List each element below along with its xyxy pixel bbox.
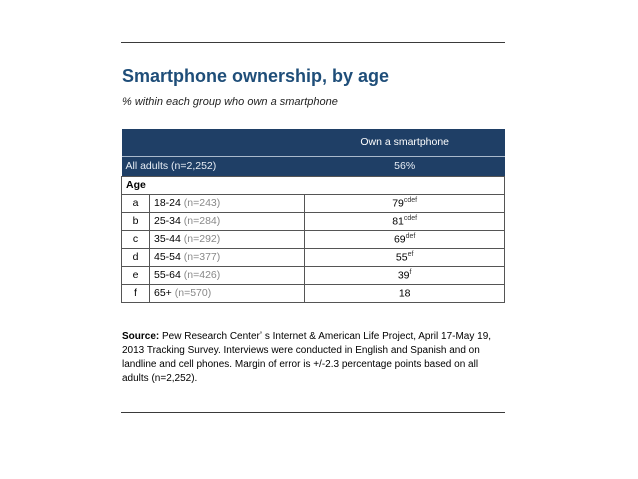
significance-marker: cdef (403, 214, 418, 222)
age-range-label: 65+ (154, 287, 172, 299)
sample-size: (n=243) (183, 197, 221, 209)
row-letter: a (121, 193, 150, 213)
row-value: 79cdef (304, 193, 505, 213)
row-value: 81cdef (304, 211, 505, 231)
percent-value: 81 (392, 215, 404, 228)
row-letter: b (121, 211, 150, 231)
row-age-range: 25-34 (n=284) (148, 211, 306, 231)
percent-value: 79 (392, 197, 404, 210)
age-range-label: 25-34 (154, 215, 181, 227)
bottom-rule (121, 412, 505, 413)
row-age-range: 65+ (n=570) (148, 283, 306, 303)
row-value: 69def (304, 229, 505, 249)
sample-size: (n=570) (174, 287, 212, 299)
percent-value: 18 (398, 287, 411, 300)
age-range-label: 55-64 (154, 269, 181, 281)
percent-value: 69 (393, 233, 406, 246)
age-range-label: 18-24 (154, 197, 181, 209)
significance-marker: f (409, 268, 412, 276)
age-section-row: Age (121, 175, 505, 195)
row-age-range: 55-64 (n=426) (148, 265, 306, 285)
percent-value: 39 (397, 269, 410, 282)
table-row: c 35-44 (n=292) 69def (121, 229, 505, 249)
table-row: a 18-24 (n=243) 79cdef (121, 193, 505, 213)
sample-size: (n=284) (183, 215, 221, 227)
all-adults-value: 56% (304, 155, 505, 176)
source-label: Source: (122, 331, 160, 342)
row-age-range: 18-24 (n=243) (148, 193, 306, 213)
table-row: b 25-34 (n=284) 81cdef (121, 211, 505, 231)
row-age-range: 35-44 (n=292) (148, 229, 306, 249)
row-letter: f (121, 283, 150, 303)
row-letter: d (121, 247, 150, 267)
age-section-label: Age (121, 175, 505, 195)
sample-size: (n=426) (183, 269, 221, 281)
all-adults-row: All adults (n=2,252) 56% (121, 155, 505, 176)
column-header-own-smartphone: Own a smartphone (304, 129, 505, 156)
source-text: Pew Research Centerʼ s Internet & Americ… (122, 331, 492, 384)
row-age-range: 45-54 (n=377) (148, 247, 306, 267)
table-row: f 65+ (n=570) 18 (121, 283, 505, 303)
row-value: 39f (304, 265, 505, 285)
row-value: 18 (304, 283, 505, 303)
significance-marker: def (405, 232, 416, 240)
table-header-row: Own a smartphone (121, 129, 505, 156)
sample-size: (n=377) (183, 251, 221, 263)
percent-value: 55 (395, 251, 408, 264)
page-subtitle: % within each group who own a smartphone (122, 96, 338, 108)
table-row: e 55-64 (n=426) 39f (121, 265, 505, 285)
header-blank-cell (121, 129, 305, 156)
all-adults-label: All adults (n=2,252) (121, 155, 305, 176)
row-value: 55ef (304, 247, 505, 267)
significance-marker: ef (407, 250, 414, 258)
significance-marker: cdef (403, 196, 418, 204)
source-note: Source: Pew Research Centerʼ s Internet … (122, 330, 502, 386)
sample-size: (n=292) (183, 233, 221, 245)
row-letter: e (121, 265, 150, 285)
age-range-label: 35-44 (154, 233, 181, 245)
table-row: d 45-54 (n=377) 55ef (121, 247, 505, 267)
age-range-label: 45-54 (154, 251, 181, 263)
row-letter: c (121, 229, 150, 249)
top-rule (121, 42, 505, 43)
page-title: Smartphone ownership, by age (122, 66, 390, 86)
ownership-table: Own a smartphone All adults (n=2,252) 56… (121, 129, 505, 303)
